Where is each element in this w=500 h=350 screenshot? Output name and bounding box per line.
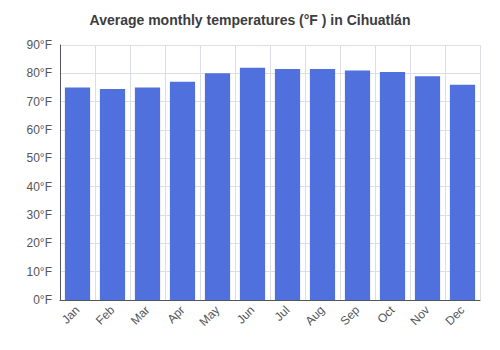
svg-text:0°F: 0°F [33, 293, 52, 307]
svg-text:60°F: 60°F [27, 123, 52, 137]
svg-text:Dec: Dec [442, 303, 467, 328]
svg-text:20°F: 20°F [27, 236, 52, 250]
svg-text:10°F: 10°F [27, 265, 52, 279]
svg-text:Jun: Jun [234, 303, 258, 327]
svg-text:80°F: 80°F [27, 66, 52, 80]
svg-text:30°F: 30°F [27, 208, 52, 222]
svg-text:70°F: 70°F [27, 95, 52, 109]
svg-text:Feb: Feb [93, 303, 118, 328]
svg-text:Sep: Sep [337, 303, 362, 328]
svg-text:Mar: Mar [128, 303, 153, 327]
svg-text:50°F: 50°F [27, 151, 52, 165]
svg-text:Jul: Jul [272, 303, 293, 324]
svg-text:Jan: Jan [59, 303, 83, 327]
svg-text:Apr: Apr [164, 303, 187, 326]
svg-text:Average monthly temperatures (: Average monthly temperatures (°F ) in Ci… [90, 12, 411, 28]
svg-text:40°F: 40°F [27, 180, 52, 194]
svg-text:Aug: Aug [302, 303, 327, 328]
svg-text:Nov: Nov [407, 303, 432, 328]
svg-text:90°F: 90°F [27, 38, 52, 52]
svg-text:Oct: Oct [374, 303, 398, 327]
svg-text:May: May [197, 303, 223, 329]
